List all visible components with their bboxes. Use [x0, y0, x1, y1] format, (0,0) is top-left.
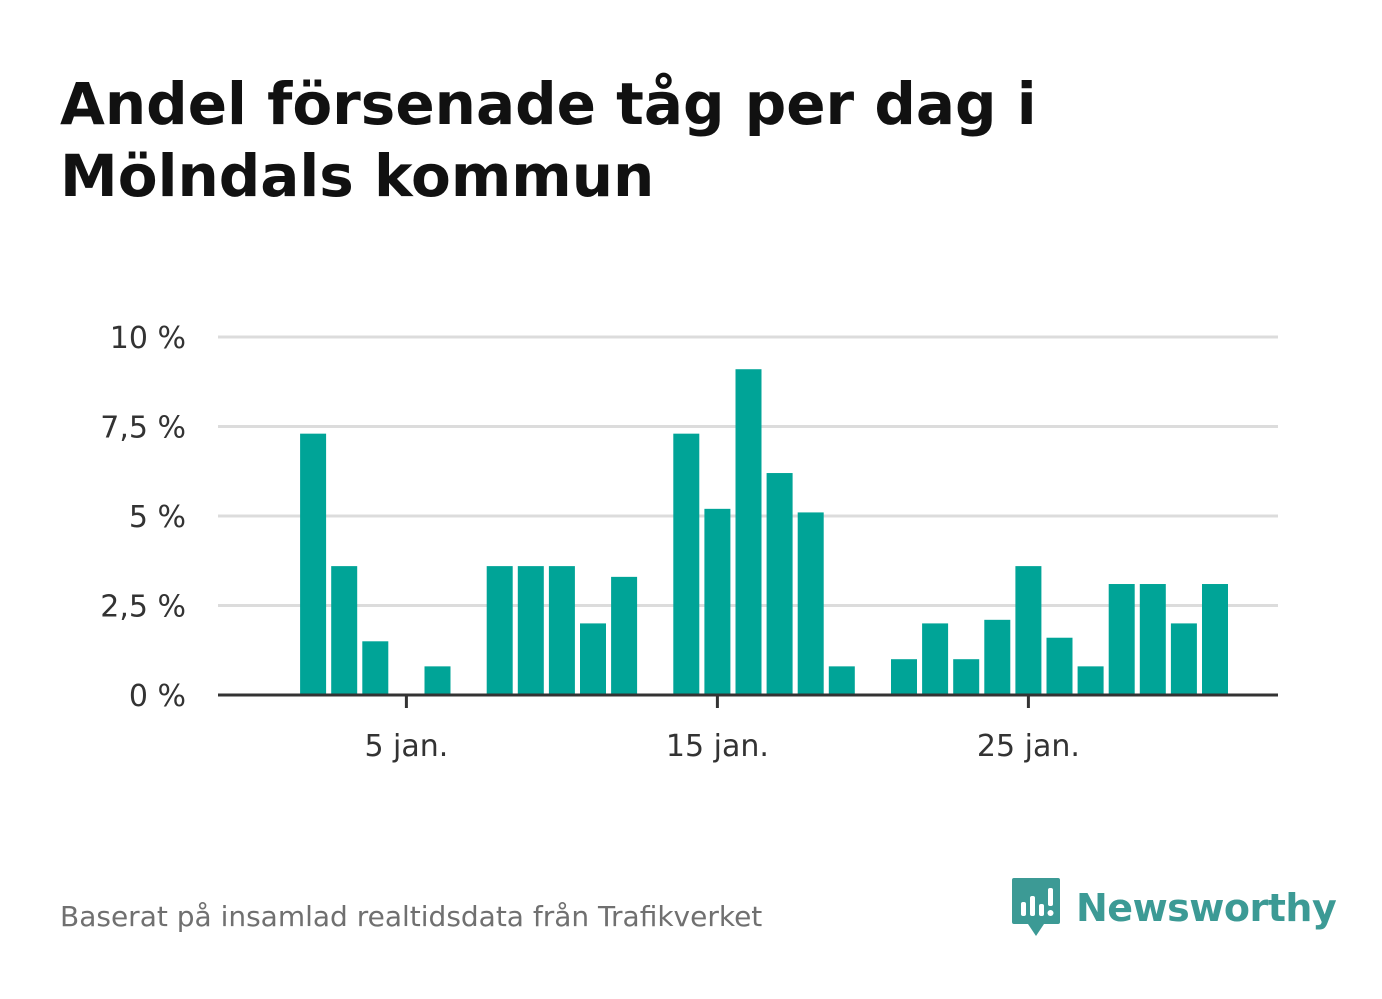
bar — [611, 576, 638, 695]
bar — [300, 433, 327, 695]
x-tick-label: 25 jan. — [977, 729, 1080, 764]
bar — [1139, 584, 1166, 695]
brand-logo-block: Newsworthy — [1010, 876, 1337, 940]
bar — [922, 623, 949, 695]
newsworthy-logo-icon — [1012, 878, 1060, 936]
bar — [548, 566, 575, 695]
chart-title: Andel försenade tåg per dag i Mölndals k… — [60, 70, 1037, 210]
bar — [1202, 584, 1228, 695]
bar — [580, 623, 606, 695]
bar — [984, 619, 1011, 695]
bar — [891, 659, 917, 695]
bar — [362, 641, 389, 695]
x-axis — [218, 693, 1278, 708]
y-tick-label: 10 % — [110, 321, 186, 356]
x-tick-label: 5 jan. — [364, 729, 448, 764]
bar — [1077, 666, 1104, 695]
bar — [797, 512, 824, 695]
bar — [766, 473, 793, 695]
bar — [704, 508, 731, 695]
bar — [673, 433, 700, 695]
bar — [1170, 623, 1197, 695]
brand-name: Newsworthy — [1076, 886, 1337, 930]
x-tick-label: 15 jan. — [666, 729, 769, 764]
y-tick-label: 7,5 % — [100, 411, 186, 446]
bar — [517, 566, 544, 695]
bar — [953, 659, 980, 695]
y-tick-label: 0 % — [129, 679, 186, 714]
y-axis-labels: 0 % 2,5 % 5 % 7,5 % 10 % — [100, 321, 186, 714]
bar — [1108, 584, 1135, 695]
source-note: Baserat på insamlad realtidsdata från Tr… — [60, 900, 763, 933]
bar — [331, 566, 358, 695]
bar — [486, 566, 513, 695]
bar — [828, 666, 855, 695]
x-axis-labels: 5 jan. 15 jan. 25 jan. — [364, 729, 1079, 764]
bar — [424, 666, 451, 695]
bar — [735, 369, 762, 695]
y-tick-label: 5 % — [129, 500, 186, 535]
bars — [300, 369, 1228, 695]
bar — [1015, 566, 1042, 695]
y-tick-label: 2,5 % — [100, 590, 186, 625]
bar — [1046, 637, 1073, 695]
